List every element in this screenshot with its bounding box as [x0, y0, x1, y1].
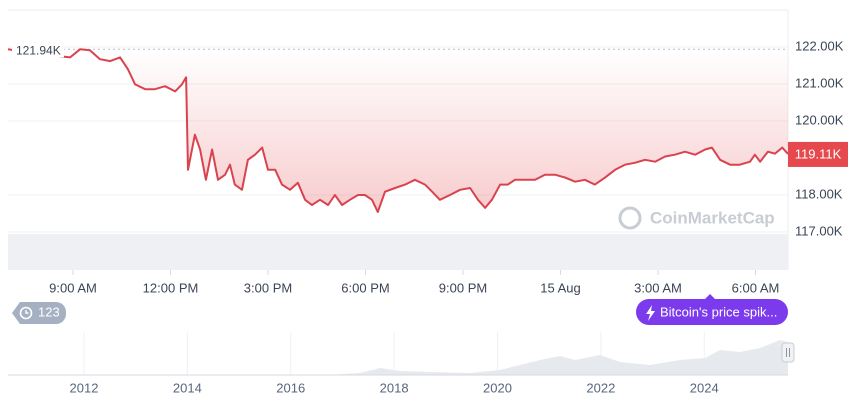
x-tick-label: 6:00 PM: [341, 280, 389, 295]
area-fill: [8, 49, 788, 213]
x-tick-label: 6:00 AM: [732, 280, 780, 295]
navigator-label: 2016: [276, 380, 305, 395]
x-tick-label: 9:00 PM: [439, 280, 487, 295]
x-tick-label: 3:00 AM: [634, 280, 682, 295]
current-price-box: [788, 141, 848, 167]
clock-hands: [25, 310, 29, 314]
badge-text: 123: [38, 304, 60, 319]
navigator-label: 2020: [483, 380, 512, 395]
navigator-label: 2022: [586, 380, 615, 395]
watermark-logo: [618, 206, 642, 230]
navigator-label: 2024: [690, 380, 719, 395]
high-label: 121.94K: [16, 43, 61, 57]
volume-bars: [8, 234, 788, 270]
x-tick-label: 9:00 AM: [49, 280, 97, 295]
y-tick-label: 120.00K: [795, 112, 844, 127]
navigator-handle[interactable]: [781, 342, 795, 363]
y-tick-label: 117.00K: [795, 223, 843, 238]
y-tick-label: 122.00K: [795, 38, 844, 53]
navigator-label: 2014: [173, 380, 202, 395]
event-bg: [636, 299, 788, 325]
current-price-label: 119.11K: [795, 146, 842, 161]
event-pill[interactable]: Bitcoin's price spik...: [636, 294, 788, 325]
event-text: Bitcoin's price spik...: [660, 304, 777, 319]
watermark-text: CoinMarketCap: [650, 208, 775, 227]
navigator-label: 2018: [380, 380, 409, 395]
high-label-bg: [12, 41, 64, 58]
plot: 121.94K 119.11K: [7, 41, 848, 213]
bolt-icon: [646, 305, 655, 321]
x-tick-label: 12:00 PM: [143, 280, 199, 295]
x-tick-label: 15 Aug: [540, 280, 581, 295]
navigator[interactable]: 2012 2014 2016 2018 2020 2022 2024: [8, 332, 795, 395]
price-line: [7, 48, 789, 213]
navigator-label: 2012: [70, 380, 99, 395]
y-tick-label: 118.00K: [795, 186, 843, 201]
navigator-area: [8, 340, 788, 375]
watermark: CoinMarketCap: [618, 206, 775, 230]
history-badge[interactable]: 123: [12, 302, 66, 324]
x-tick-label: 3:00 PM: [244, 280, 292, 295]
event-pointer: [705, 294, 715, 299]
navigator-labels: 2012 2014 2016 2018 2020 2022 2024: [70, 380, 719, 395]
x-axis: 117.00K 118.00K 120.00K 121.00K 122.00K 9:00 …: [49, 38, 844, 295]
y-tick-label: 121.00K: [795, 75, 844, 90]
clock-icon: [19, 306, 33, 320]
